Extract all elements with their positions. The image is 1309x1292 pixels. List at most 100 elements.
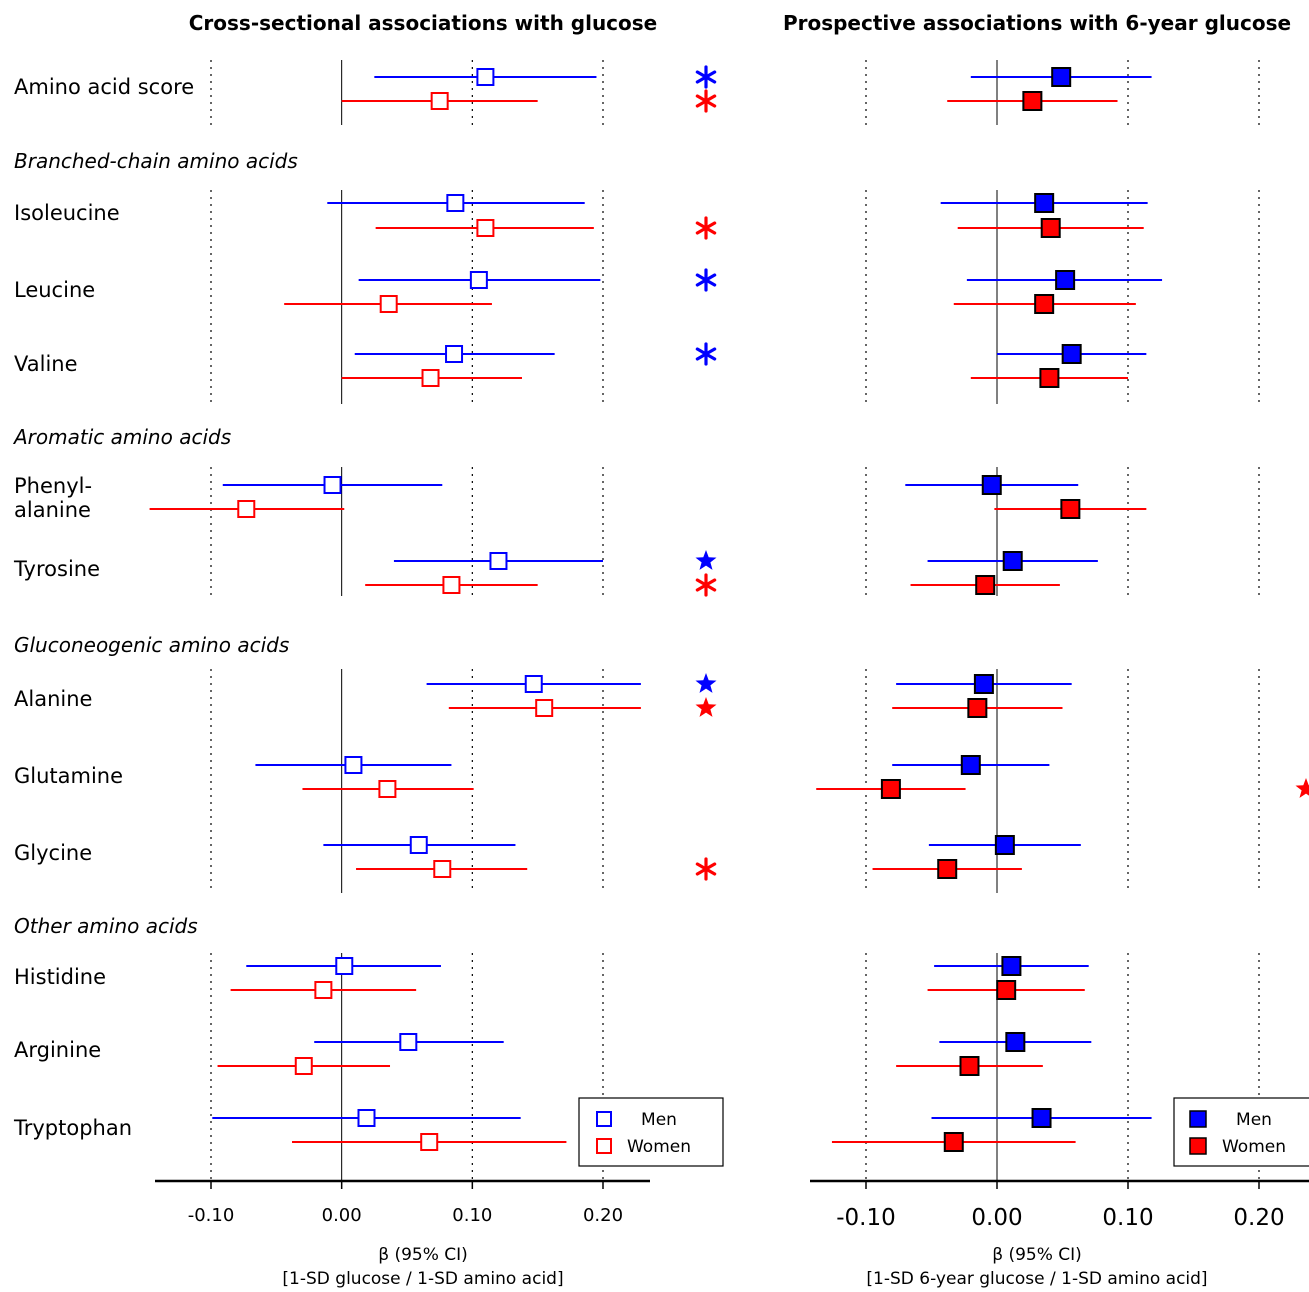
legend-marker-prosp-women — [1189, 1137, 1207, 1155]
estimate-cross-phe-women — [237, 500, 256, 518]
x-tick-label-cross-0: -0.10 — [188, 1205, 235, 1226]
estimate-cross-his-men — [335, 957, 354, 975]
legend-box-cross — [578, 1097, 724, 1167]
x-tick-label-prosp-1: 0.00 — [971, 1205, 1022, 1231]
significance-star-cross-tyr-men — [695, 550, 717, 570]
significance-asterisk-cross-amino-women — [695, 89, 717, 113]
axes-layer: Cross-sectional associations with glucos… — [155, 11, 1309, 1289]
estimate-prosp-ala-men — [973, 674, 994, 694]
significance-asterisk-cross-amino-men — [695, 65, 717, 89]
legend-label-prosp-men: Men — [1236, 1110, 1272, 1130]
estimate-prosp-his-women — [996, 980, 1017, 1000]
significance-asterisk-cross-ile-women — [695, 216, 717, 240]
estimate-cross-gly-men — [409, 836, 428, 854]
estimate-prosp-val-women — [1039, 368, 1060, 388]
estimate-cross-val-men — [445, 345, 464, 363]
row-labels-layer: Branched-chain amino acids Aromatic amino… — [12, 75, 298, 1140]
row-label-trp: Tryptophan — [13, 1116, 132, 1140]
estimate-prosp-ala-women — [967, 698, 988, 718]
estimate-cross-trp-men — [357, 1109, 376, 1127]
estimate-prosp-arg-women — [959, 1056, 980, 1076]
estimate-cross-ala-men — [524, 675, 543, 693]
estimate-prosp-gly-men — [994, 835, 1015, 855]
estimate-cross-gln-men — [344, 756, 363, 774]
estimate-cross-ile-men — [446, 194, 465, 212]
panel-title-cross: Cross-sectional associations with glucos… — [189, 11, 658, 35]
estimate-cross-amino-women — [430, 92, 449, 110]
group-label-1: Branched-chain amino acids — [14, 149, 298, 173]
significance-asterisk-cross-val-men — [695, 342, 717, 366]
estimate-prosp-ile-men — [1034, 193, 1055, 213]
row-label-gly: Glycine — [14, 841, 92, 865]
estimate-cross-trp-women — [420, 1133, 439, 1151]
estimate-prosp-his-men — [1001, 956, 1022, 976]
estimates-layer — [149, 65, 1309, 1152]
estimate-prosp-trp-men — [1031, 1108, 1052, 1128]
x-tick-label-prosp-0: -0.10 — [836, 1205, 896, 1231]
significance-asterisk-cross-amino-men-stroke-2 — [695, 70, 717, 84]
estimate-prosp-arg-men — [1005, 1032, 1026, 1052]
significance-asterisk-cross-leu-men-stroke-2 — [695, 273, 717, 287]
estimate-cross-gln-women — [378, 780, 397, 798]
x-tick-label-cross-1: 0.00 — [322, 1205, 362, 1226]
estimate-cross-tyr-women — [442, 576, 461, 594]
estimate-cross-phe-men — [323, 476, 342, 494]
estimate-prosp-ile-women — [1040, 218, 1061, 238]
estimate-cross-amino-men — [476, 68, 495, 86]
group-label-4: Other amino acids — [14, 914, 198, 938]
estimate-prosp-gln-women — [880, 779, 901, 799]
legend-label-cross-women: Women — [627, 1137, 691, 1157]
significance-asterisk-cross-val-men-stroke-2 — [695, 347, 717, 361]
row-label-his: Histidine — [14, 965, 106, 989]
legend-marker-cross-men — [596, 1111, 612, 1127]
estimate-prosp-val-men — [1061, 344, 1082, 364]
significance-asterisk-cross-leu-men — [695, 268, 717, 292]
group-label-3: Gluconeogenic amino acids — [14, 633, 289, 657]
estimate-cross-leu-men — [469, 271, 488, 289]
row-label-tyr: Tyrosine — [13, 557, 100, 581]
estimate-cross-val-women — [421, 369, 440, 387]
row-label-amino: Amino acid score — [14, 75, 194, 99]
legend-marker-cross-women — [596, 1138, 612, 1154]
estimate-cross-arg-men — [399, 1033, 418, 1051]
estimate-prosp-gly-women — [937, 859, 958, 879]
row-label-leu: Leucine — [14, 278, 95, 302]
significance-asterisk-cross-gly-women — [695, 857, 717, 881]
estimate-cross-gly-women — [433, 860, 452, 878]
x-tick-label-prosp-2: 0.10 — [1102, 1205, 1153, 1231]
x-tick-label-cross-3: 0.20 — [583, 1205, 623, 1226]
significance-asterisk-cross-amino-women-stroke-2 — [695, 94, 717, 108]
row-label-phe-0: Phenyl- — [14, 474, 92, 498]
estimate-prosp-amino-men — [1051, 67, 1072, 87]
row-label-gln: Glutamine — [14, 764, 123, 788]
x-axis-units-cross: [1-SD glucose / 1-SD amino acid] — [282, 1269, 563, 1289]
estimate-prosp-leu-women — [1034, 294, 1055, 314]
significance-asterisk-cross-ile-women-stroke-2 — [695, 221, 717, 235]
x-axis-label-cross: β (95% CI) — [378, 1245, 468, 1265]
estimate-cross-his-women — [314, 981, 333, 999]
row-label-arg: Arginine — [14, 1038, 101, 1062]
row-label-ile: Isoleucine — [14, 201, 120, 225]
significance-star-prosp-gln-women — [1295, 778, 1309, 798]
x-axis-units-prosp: [1-SD 6-year glucose / 1-SD amino acid] — [866, 1269, 1207, 1289]
x-tick-label-cross-2: 0.10 — [452, 1205, 492, 1226]
estimate-prosp-leu-men — [1055, 270, 1076, 290]
significance-asterisk-cross-tyr-women — [695, 573, 717, 597]
significance-star-cross-ala-women — [695, 697, 717, 717]
panel-title-prosp: Prospective associations with 6-year glu… — [783, 11, 1291, 35]
estimate-cross-tyr-men — [489, 552, 508, 570]
estimate-prosp-tyr-men — [1002, 551, 1023, 571]
significance-star-cross-ala-men — [695, 673, 717, 693]
legend-label-prosp-women: Women — [1222, 1137, 1286, 1157]
estimate-prosp-tyr-women — [975, 575, 996, 595]
x-axis-label-prosp: β (95% CI) — [992, 1245, 1082, 1265]
estimate-cross-ile-women — [476, 219, 495, 237]
significance-asterisk-cross-gly-women-stroke-2 — [695, 862, 717, 876]
row-label-val: Valine — [14, 352, 78, 376]
estimate-prosp-gln-men — [960, 755, 981, 775]
significance-asterisk-cross-tyr-women-stroke-2 — [695, 578, 717, 592]
estimate-prosp-trp-women — [943, 1132, 964, 1152]
estimate-cross-leu-women — [379, 295, 398, 313]
legend-layer: Men Women Men Women — [578, 1097, 1309, 1167]
